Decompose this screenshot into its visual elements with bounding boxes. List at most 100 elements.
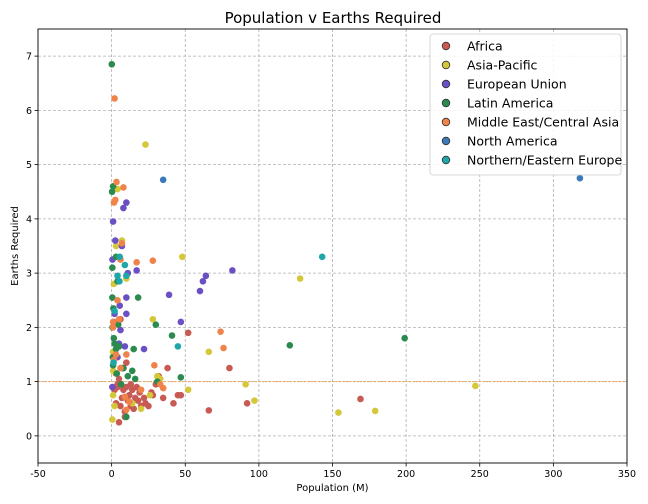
- point-asia-pacific: [111, 402, 118, 410]
- point-africa: [357, 395, 364, 403]
- chart-title: Population v Earths Required: [225, 9, 442, 27]
- point-africa: [164, 364, 171, 372]
- point-middle-east-central-asia: [109, 318, 117, 326]
- point-northern-eastern-europe: [114, 272, 121, 280]
- point-latin-america: [113, 370, 121, 377]
- point-northern-eastern-europe: [174, 343, 182, 350]
- x-tick-label: 0: [109, 469, 115, 480]
- point-latin-america: [117, 381, 125, 388]
- point-middle-east-central-asia: [113, 178, 120, 186]
- point-european-union: [117, 326, 124, 334]
- point-latin-america: [134, 294, 142, 301]
- x-tick-label: 300: [544, 469, 562, 480]
- point-northern-eastern-europe: [111, 307, 118, 315]
- legend-label: Latin America: [467, 96, 553, 111]
- point-africa: [127, 381, 135, 388]
- y-tick-label: 6: [26, 106, 32, 117]
- legend-marker: [441, 117, 451, 127]
- point-north-america: [576, 174, 584, 182]
- point-asia-pacific: [296, 275, 304, 282]
- point-north-america: [159, 176, 167, 184]
- point-middle-east-central-asia: [137, 386, 145, 394]
- point-european-union: [177, 318, 185, 326]
- point-asia-pacific: [179, 253, 186, 261]
- point-latin-america: [401, 334, 408, 342]
- point-latin-america: [152, 321, 160, 328]
- point-asia-pacific: [146, 391, 154, 399]
- legend-label: North America: [467, 134, 558, 149]
- point-european-union: [120, 204, 127, 212]
- point-northern-eastern-europe: [318, 253, 326, 261]
- point-middle-east-central-asia: [159, 384, 167, 392]
- point-northern-eastern-europe: [116, 253, 124, 261]
- point-european-union: [199, 277, 207, 285]
- y-tick-label: 7: [26, 52, 32, 63]
- point-latin-america: [115, 343, 123, 350]
- legend-label: Africa: [467, 39, 503, 54]
- x-tick-label: 200: [397, 469, 415, 480]
- point-latin-america: [108, 188, 116, 196]
- y-tick-label: 2: [26, 323, 32, 334]
- x-tick-label: 50: [179, 469, 191, 480]
- legend-box: [429, 33, 622, 176]
- point-africa: [134, 397, 142, 404]
- x-tick-label: 350: [618, 469, 636, 480]
- point-africa: [140, 394, 148, 402]
- point-middle-east-central-asia: [120, 184, 127, 191]
- point-africa: [115, 375, 123, 383]
- point-european-union: [109, 383, 116, 391]
- point-european-union: [121, 343, 129, 350]
- legend: Africa Asia-Pacific European Union Latin Am…: [429, 33, 622, 176]
- point-asia-pacific: [205, 348, 213, 356]
- point-africa: [170, 400, 177, 407]
- point-latin-america: [168, 332, 176, 339]
- point-middle-east-central-asia: [217, 328, 224, 336]
- point-asia-pacific: [251, 397, 258, 404]
- point-european-union: [123, 199, 130, 206]
- point-africa: [145, 402, 152, 410]
- point-africa: [123, 359, 130, 366]
- legend-label: European Union: [467, 77, 567, 92]
- legend-marker: [441, 136, 451, 146]
- point-latin-america: [108, 60, 116, 68]
- legend-marker: [441, 98, 451, 108]
- legend-marker: [441, 60, 451, 70]
- point-latin-america: [114, 321, 122, 328]
- point-africa: [159, 394, 167, 402]
- point-european-union: [202, 272, 210, 280]
- point-latin-america: [131, 375, 139, 383]
- legend-marker: [441, 79, 451, 89]
- point-middle-east-central-asia: [149, 257, 157, 264]
- point-latin-america: [110, 334, 118, 342]
- point-european-union: [140, 345, 148, 353]
- point-latin-america: [128, 367, 136, 375]
- point-latin-america: [109, 294, 116, 301]
- point-middle-east-central-asia: [112, 351, 120, 358]
- point-asia-pacific: [184, 386, 192, 394]
- point-africa: [226, 364, 233, 372]
- point-africa: [205, 407, 213, 414]
- point-northern-eastern-europe: [116, 277, 123, 285]
- x-tick-label: 100: [250, 469, 268, 480]
- point-european-union: [109, 218, 117, 225]
- x-tick-label: 150: [323, 469, 341, 480]
- y-tick-label: 5: [26, 160, 32, 171]
- point-european-union: [133, 267, 140, 274]
- point-asia-pacific: [472, 382, 479, 390]
- x-axis-label: Population (M): [296, 483, 368, 494]
- y-axis-label: Earths Required: [10, 206, 21, 286]
- point-asia-pacific: [142, 141, 149, 148]
- x-tick-label: -50: [30, 469, 46, 480]
- point-asia-pacific: [112, 242, 120, 250]
- point-european-union: [123, 310, 130, 318]
- point-asia-pacific: [242, 381, 249, 388]
- y-tick-label: 4: [26, 214, 32, 225]
- point-european-union: [112, 237, 119, 244]
- y-tick-label: 0: [26, 431, 32, 442]
- point-european-union: [165, 291, 173, 299]
- legend-marker: [441, 155, 451, 165]
- point-european-union: [229, 267, 236, 274]
- point-middle-east-central-asia: [151, 362, 158, 369]
- x-axis: -50 0 50 100 150 200 250 300 350: [30, 463, 636, 480]
